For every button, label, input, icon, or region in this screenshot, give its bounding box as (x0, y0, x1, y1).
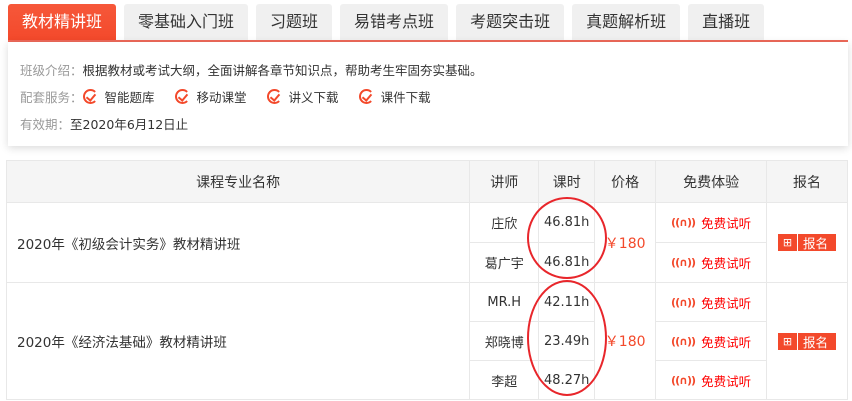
trial-label: 免费试听 (701, 216, 752, 231)
cart-icon: ⊞ (778, 332, 798, 350)
table-row: 李超 48.27h ((∩)) 免费试听 (7, 360, 848, 400)
headphones-icon: ((∩)) (671, 373, 696, 387)
header-signup: 报名 (766, 160, 848, 203)
check-icon (174, 89, 190, 104)
cart-icon: ⊞ (778, 234, 798, 251)
free-trial-link[interactable]: ((∩)) 免费试听 (656, 213, 766, 232)
header-name: 课程专业名称 (5, 160, 471, 203)
teacher: 庄欣 (469, 202, 540, 243)
hours: 48.27h (538, 360, 596, 400)
service-label: 讲义下载 (288, 90, 339, 105)
free-trial-link[interactable]: ((∩)) 免费试听 (656, 332, 766, 351)
class-info-panel: 班级介绍： 根据教材或考试大纲，全面讲解各章节知识点，帮助考生牢固夯实基础。 配套… (8, 42, 848, 146)
table-header: 课程专业名称 讲师 课时 价格 免费体验 报名 (5, 160, 848, 203)
tab-lingjichu[interactable]: 零基础入门班 (124, 4, 249, 40)
validity-label: 有效期： (20, 117, 71, 132)
course-table: 课程专业名称 讲师 课时 价格 免费体验 报名 2020年《初级会计实务》教材精… (5, 160, 848, 400)
trial-cell: ((∩)) 免费试听 (655, 282, 768, 322)
trial-label: 免费试听 (701, 373, 752, 389)
header-price: 价格 (594, 160, 657, 203)
service-label: 课件下载 (380, 90, 431, 105)
teacher: 葛广宇 (469, 242, 540, 283)
headphones-icon: ((∩)) (671, 216, 696, 229)
free-trial-link[interactable]: ((∩)) 免费试听 (656, 253, 766, 272)
signup-button[interactable]: ⊞ 报名 (778, 332, 837, 350)
tab-yicuo[interactable]: 易错考点班 (340, 4, 449, 40)
intro-text: 根据教材或考试大纲，全面讲解各章节知识点，帮助考生牢固夯实基础。 (82, 63, 483, 78)
signup-cell: ⊞ 报名 (766, 202, 848, 283)
course-name: 2020年《经济法基础》教材精讲班 (5, 282, 471, 400)
table-row: 郑晓博 23.49h ((∩)) 免费试听 (7, 321, 848, 361)
service-item: 课件下载 (358, 87, 431, 106)
check-icon (82, 89, 98, 104)
service-item: 智能题库 (82, 87, 155, 106)
table-row: 2020年《经济法基础》教材精讲班 MR.H 42.11h ￥180 ((∩)) 免费试听… (5, 282, 848, 400)
trial-cell: ((∩)) 免费试听 (655, 242, 768, 283)
service-item: 讲义下载 (266, 87, 339, 106)
hours: 46.81h (538, 242, 596, 283)
teacher: 郑晓博 (469, 321, 540, 361)
service-label: 智能题库 (104, 90, 155, 105)
headphones-icon: ((∩)) (671, 295, 696, 309)
course-tabs: 教材精讲班 零基础入门班 习题班 易错考点班 考题突击班 真题解析班 直播班 (8, 4, 765, 40)
hours: 42.11h (538, 282, 596, 322)
price: ￥180 (594, 202, 657, 283)
tab-zhibo[interactable]: 直播班 (688, 4, 765, 40)
trial-cell: ((∩)) 免费试听 (655, 360, 768, 400)
teacher: 李超 (469, 360, 540, 400)
trial-label: 免费试听 (701, 295, 752, 311)
hours: 46.81h (538, 202, 596, 243)
trial-cell: ((∩)) 免费试听 (655, 321, 768, 361)
trial-label: 免费试听 (701, 334, 752, 350)
headphones-icon: ((∩)) (671, 256, 696, 269)
free-trial-link[interactable]: ((∩)) 免费试听 (656, 293, 766, 312)
signup-label: 报名 (803, 236, 829, 251)
check-icon (358, 89, 374, 104)
headphones-icon: ((∩)) (671, 334, 696, 348)
trial-cell: ((∩)) 免费试听 (655, 202, 768, 243)
signup-button[interactable]: ⊞ 报名 (778, 234, 837, 251)
signup-label: 报名 (803, 334, 829, 350)
tab-tuji[interactable]: 考题突击班 (456, 4, 565, 40)
signup-cell: ⊞ 报名 (766, 282, 848, 400)
services-label: 配套服务： (20, 90, 83, 105)
tab-xiti[interactable]: 习题班 (256, 4, 333, 40)
tab-jiaocai[interactable]: 教材精讲班 (8, 4, 117, 40)
tab-underline (8, 40, 848, 42)
service-label: 移动课堂 (196, 90, 247, 105)
header-hours: 课时 (538, 160, 596, 203)
free-trial-link[interactable]: ((∩)) 免费试听 (656, 371, 766, 390)
course-name: 2020年《初级会计实务》教材精讲班 (5, 202, 471, 283)
check-icon (266, 89, 282, 104)
tab-zhenti[interactable]: 真题解析班 (572, 4, 681, 40)
trial-label: 免费试听 (701, 256, 752, 271)
price: ￥180 (594, 282, 657, 400)
table-row: 2020年《初级会计实务》教材精讲班 庄欣 46.81h ￥180 ((∩)) 免费试听 ⊞… (5, 202, 848, 283)
header-teacher: 讲师 (469, 160, 540, 203)
teacher: MR.H (469, 282, 540, 322)
validity-text: 至2020年6月12日止 (70, 117, 189, 132)
hours: 23.49h (538, 321, 596, 361)
intro-label: 班级介绍： (20, 63, 83, 78)
service-item: 移动课堂 (174, 87, 247, 106)
header-trial: 免费体验 (655, 160, 768, 203)
